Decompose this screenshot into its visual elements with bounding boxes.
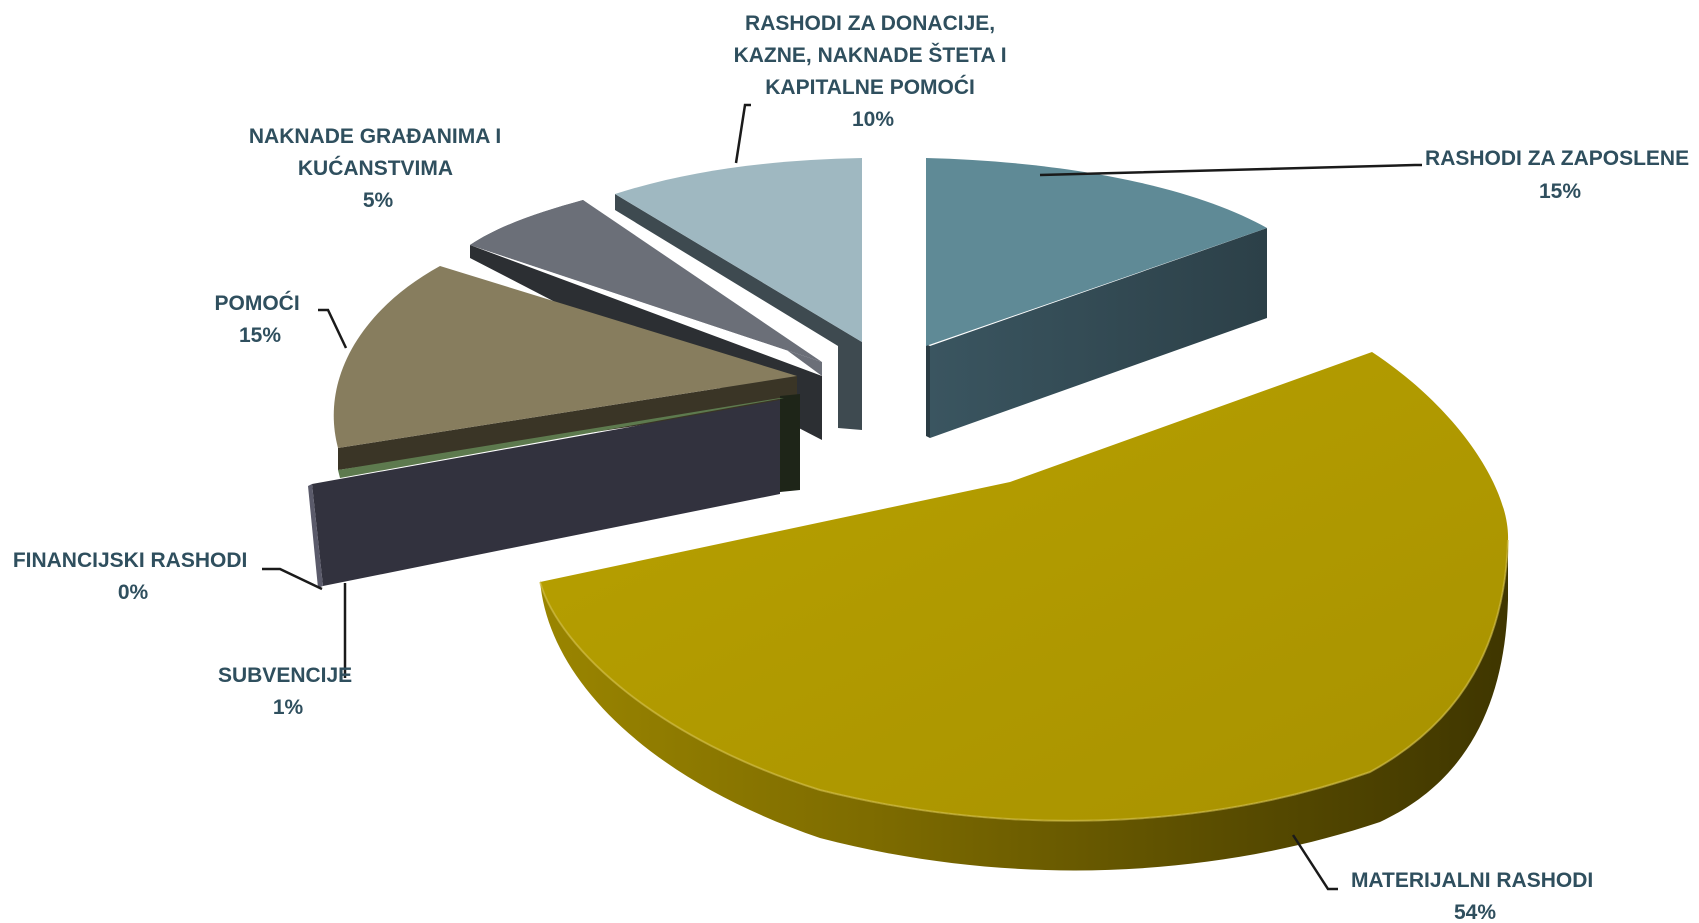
slice-subvencije-top <box>338 398 784 478</box>
label-materijalni-line-1: MATERIJALNI RASHODI <box>1351 869 1593 892</box>
label-gradanima-line-2: KUĆANSTVIMA <box>298 156 453 180</box>
slice-pomoci <box>333 266 797 470</box>
slice-donacije-top <box>615 158 862 342</box>
slice-pomoci-top <box>333 266 797 448</box>
slice-gradanima-top-main <box>470 200 822 362</box>
slice-financijski-front <box>312 400 780 586</box>
label-gradanima: NAKNADE GRAĐANIMA I KUĆANSTVIMA 5% <box>249 125 507 212</box>
slice-rashodi-za-zaposlene <box>926 158 1267 438</box>
label-subvencije: SUBVENCIJE 1% <box>218 664 358 719</box>
slice-materijalni-top <box>540 352 1509 821</box>
label-zaposlene: RASHODI ZA ZAPOSLENE 15% <box>1425 147 1695 203</box>
slice-zaposlene-side-front <box>926 344 930 438</box>
slice-pomoci-side <box>338 376 797 470</box>
leader-line-financijski <box>262 567 323 591</box>
slice-financijski-edge <box>308 484 323 588</box>
label-pomoci-value: 15% <box>239 324 281 347</box>
slice-materijalni-rashodi <box>539 352 1509 871</box>
label-donacije-line-2: KAZNE, NAKNADE ŠTETA I <box>734 43 1007 67</box>
label-zaposlene-value: 15% <box>1539 180 1581 203</box>
label-donacije: RASHODI ZA DONACIJE, KAZNE, NAKNADE ŠTET… <box>734 12 1013 131</box>
label-subvencije-line-1: SUBVENCIJE <box>218 664 352 687</box>
leader-line-donacije <box>734 103 751 164</box>
label-donacije-line-1: RASHODI ZA DONACIJE, <box>745 12 995 35</box>
label-zaposlene-line-1: RASHODI ZA ZAPOSLENE <box>1425 147 1689 170</box>
slice-subvencije <box>338 394 800 492</box>
label-donacije-value: 10% <box>852 108 894 131</box>
slice-rashodi-za-donacije <box>615 158 862 430</box>
slice-zaposlene-top <box>926 158 1267 346</box>
label-materijalni-value: 54% <box>1454 901 1496 923</box>
label-pomoci: POMOĆI 15% <box>214 291 305 347</box>
label-donacije-line-3: KAPITALNE POMOĆI <box>765 75 975 99</box>
label-materijalni: MATERIJALNI RASHODI 54% <box>1351 869 1599 923</box>
slice-materijalni-side <box>540 540 1508 871</box>
label-gradanima-line-1: NAKNADE GRAĐANIMA I <box>249 125 501 148</box>
leader-line-pomoci <box>318 308 348 349</box>
label-financijski-line-1: FINANCIJSKI RASHODI <box>13 549 248 572</box>
label-subvencije-value: 1% <box>273 696 304 719</box>
slice-zaposlene-side <box>930 228 1267 438</box>
leader-line-zaposlene <box>1039 163 1422 177</box>
slice-donacije-side <box>615 194 862 430</box>
slice-subvencije-side <box>780 394 800 492</box>
label-gradanima-value: 5% <box>363 189 394 212</box>
label-financijski-value: 0% <box>118 581 149 604</box>
slice-materijalni-rim <box>539 539 1509 822</box>
slice-financijski-rashodi <box>308 400 780 588</box>
leader-line-materijalni <box>1291 834 1338 891</box>
label-pomoci-line-1: POMOĆI <box>214 291 299 315</box>
label-financijski: FINANCIJSKI RASHODI 0% <box>13 549 253 604</box>
